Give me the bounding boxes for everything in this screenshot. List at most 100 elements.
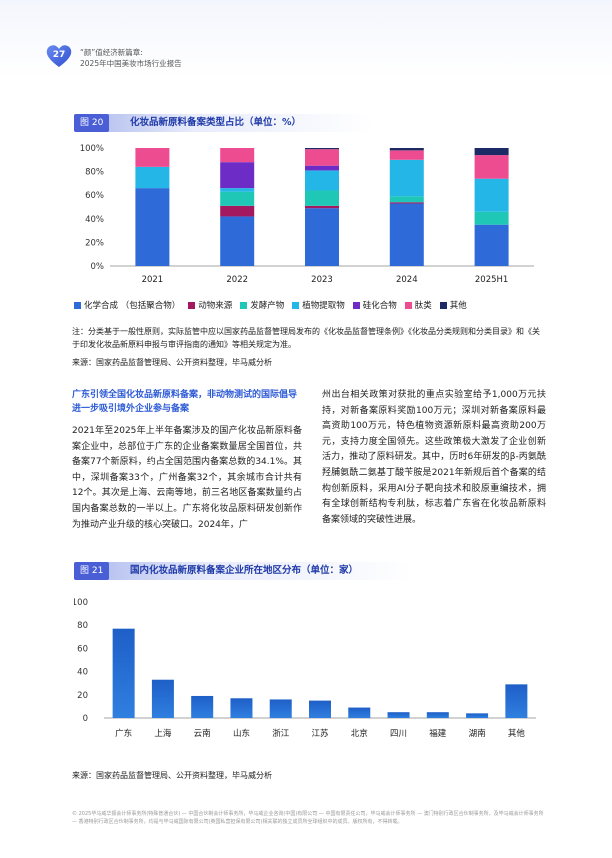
stacked-bar-segment — [389, 202, 424, 204]
stacked-bar-segment — [389, 150, 424, 160]
stacked-bar-segment — [220, 191, 255, 206]
article-right-column: 州出台相关政策对获批的重点实验室给予1,000万元扶持，对新备案原料奖励100万… — [322, 388, 546, 528]
footer-copyright: © 2025毕马威华振会计师事务所(特殊普通合伙) — 中国合伙制会计师事务所，… — [72, 811, 544, 825]
y-tick-label: 60% — [85, 191, 104, 201]
stacked-bar-segment — [389, 159, 424, 197]
y-tick-label: 100 — [74, 598, 88, 608]
figure-20-source: 来源：国家药品监督管理局、公开资料整理，毕马威分析 — [72, 358, 272, 367]
stacked-bar-segment — [474, 148, 509, 156]
bar — [269, 699, 292, 718]
heart-icon — [46, 45, 72, 67]
y-tick-label: 20% — [85, 238, 104, 248]
article-paragraph-right: 州出台相关政策对获批的重点实验室给予1,000万元扶持，对新备案原料奖励100万… — [322, 390, 546, 525]
y-tick-label: 60 — [77, 644, 88, 654]
legend-label: 植物提取物 — [302, 301, 345, 311]
legend-swatch — [292, 301, 300, 309]
x-tick-label: 2021 — [142, 275, 164, 285]
x-tick-label: 上海 — [154, 728, 172, 739]
figure-20-label: 图 20 化妆品新原料备案类型占比（单位：%） — [74, 114, 374, 132]
legend-swatch — [240, 301, 248, 309]
x-tick-label: 山东 — [233, 728, 250, 739]
legend-swatch — [74, 301, 81, 309]
figure-21-chart: 0 20 40 60 80 100 广东 上海 云南 山东 浙江 江苏 北京 四川 福建 湖南 其他 — [74, 598, 536, 739]
bar — [230, 698, 253, 718]
stacked-bar-segment — [305, 165, 339, 171]
article-heading: 广东引领全国化妆品新原料备案，非动物测试的国际倡导进一步吸引境外企业参与备案 — [72, 390, 298, 414]
stacked-bar-segment — [305, 170, 339, 191]
figure-20-chart: 0% 20% 40% 60% 80% 100% 2021 2022 2023 2024 2025H1 — [80, 144, 534, 285]
stacked-bar-segment — [389, 203, 424, 266]
x-tick-label: 湖南 — [469, 728, 486, 739]
x-tick-label: 江苏 — [311, 728, 329, 739]
legend-swatch — [352, 301, 360, 309]
x-tick-label: 2025H1 — [475, 275, 508, 285]
stacked-bar-segment — [305, 205, 339, 209]
stacked-bar-segment — [135, 166, 170, 189]
article-left-column: 广东引领全国化妆品新原料备案，非动物测试的国际倡导进一步吸引境外企业参与备案 2… — [72, 388, 302, 533]
x-tick-label: 四川 — [390, 729, 407, 739]
figure-21-tag: 图 21 — [74, 562, 110, 580]
x-tick-label: 2023 — [311, 275, 333, 285]
stacked-bar-segment — [135, 188, 170, 266]
stacked-bar-segment — [389, 196, 424, 203]
stacked-bar-segment — [220, 205, 255, 217]
bar — [309, 700, 331, 718]
x-tick-label: 云南 — [194, 728, 211, 739]
x-tick-label: 广东 — [115, 728, 132, 739]
stacked-bar-segment — [305, 148, 339, 150]
stacked-bar-segment — [305, 149, 339, 166]
legend-label: 化学合成 （包括聚合物） — [84, 301, 181, 311]
stacked-bar-segment — [305, 208, 339, 266]
bar — [348, 707, 371, 718]
bar — [466, 713, 489, 718]
stacked-bar-segment — [220, 188, 255, 192]
bar — [387, 712, 410, 718]
figure-20-legend: 化学合成 （包括聚合物） 动物来源 发酵产物 植物提取物 硅化合物 肽类 其他 — [74, 299, 544, 311]
page-number: 27 — [52, 50, 66, 60]
stacked-bar-segment — [474, 211, 509, 225]
legend-item: 植物提取物 — [292, 299, 345, 311]
x-tick-label: 其他 — [508, 728, 526, 739]
y-tick-label: 20 — [77, 691, 88, 701]
article-paragraph-left: 2021年至2025年上半年备案涉及的国产化妆品新原料备案企业中，总部位于广东的… — [72, 426, 302, 530]
figure-21-label: 图 21 国内化妆品新原料备案企业所在地区分布（单位：家） — [74, 562, 414, 580]
header-subtitle: 2025年中国美妆市场行业报告 — [80, 59, 182, 68]
header-band — [0, 0, 612, 78]
stacked-bar-segment — [135, 148, 170, 167]
stacked-bar-segment — [220, 216, 255, 266]
legend-label: 动物来源 — [198, 301, 233, 311]
stacked-bar-segment — [305, 190, 339, 206]
legend-item: 动物来源 — [188, 299, 232, 311]
bar — [505, 684, 528, 718]
stacked-bar-segment — [220, 148, 255, 163]
x-tick-label: 北京 — [351, 728, 368, 739]
legend-label: 发酵产物 — [250, 301, 285, 311]
legend-swatch — [188, 301, 196, 309]
x-tick-label: 2022 — [226, 275, 248, 285]
y-tick-label: 40 — [77, 668, 88, 678]
figure-20-tag: 图 20 — [74, 114, 110, 132]
y-tick-label: 0% — [91, 262, 105, 272]
x-tick-label: 福建 — [429, 728, 447, 739]
legend-item: 硅化合物 — [352, 299, 397, 311]
legend-item: 肽类 — [404, 299, 432, 311]
y-tick-label: 0 — [83, 714, 88, 724]
stacked-bar-segment — [389, 148, 424, 151]
stacked-bar-segment — [474, 224, 509, 266]
legend-swatch — [404, 301, 412, 309]
y-tick-label: 80% — [85, 168, 104, 178]
header-title: “颜”值经济新篇章: — [80, 48, 143, 57]
chart-note: 注：分类基于一般性原则，实际监管中应以国家药品监督管理局发布的《化妆品监督管理条… — [72, 327, 540, 349]
legend-label: 其他 — [449, 301, 467, 311]
x-tick-label: 浙江 — [272, 728, 290, 739]
legend-item: 化学合成 （包括聚合物） — [74, 299, 180, 311]
y-tick-label: 80 — [77, 621, 88, 631]
figure-21-title: 国内化妆品新原料备案企业所在地区分布（单位：家） — [130, 565, 359, 576]
legend-swatch — [439, 301, 447, 309]
x-tick-label: 2024 — [396, 275, 418, 285]
bar — [191, 695, 214, 718]
stacked-bar-segment — [220, 162, 255, 189]
stacked-bar-segment — [474, 155, 509, 179]
y-tick-label: 40% — [85, 215, 104, 225]
y-tick-label: 100% — [80, 144, 104, 154]
